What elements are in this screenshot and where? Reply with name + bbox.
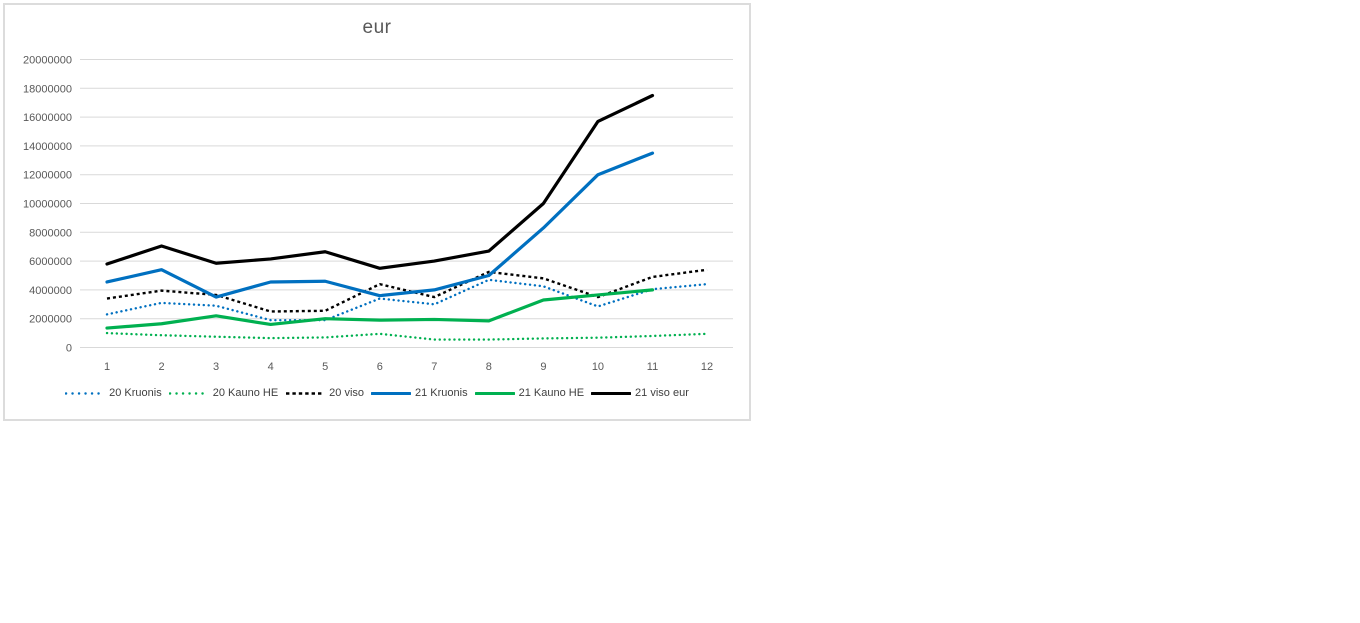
x-tick-label: 6 (377, 361, 383, 373)
legend-line-swatch-icon (286, 391, 325, 395)
chart[interactable]: eur 0 2000000 4000000 6000000 8000000 1000000… (3, 3, 751, 421)
x-tick-label: 7 (431, 361, 437, 373)
chart-title[interactable]: eur (362, 17, 392, 38)
x-tick-label: 10 (592, 361, 604, 373)
y-tick-label: 0 (66, 343, 72, 355)
legend-label: 21 Kruonis (415, 387, 468, 399)
legend-item-20-kauno-he[interactable]: 20 Kauno HE (168, 387, 279, 399)
y-tick-label: 8000000 (29, 227, 72, 239)
legend-item-21-kruonis[interactable]: 21 Kruonis (371, 387, 468, 399)
plot-area: 0200000040000006000000800000010000000120… (23, 55, 733, 373)
series-line-21-kruonis[interactable] (105, 151, 655, 299)
legend-label: 20 Kruonis (109, 387, 162, 399)
y-tick-label: 4000000 (29, 285, 72, 297)
y-tick-label: 18000000 (23, 83, 72, 95)
legend-item-21-viso-eur[interactable]: 21 viso eur (591, 387, 689, 399)
x-tick-label: 2 (158, 361, 164, 373)
x-tick-label: 5 (322, 361, 328, 373)
y-tick-label: 12000000 (23, 170, 72, 182)
y-tick-label: 16000000 (23, 112, 72, 124)
series-line-21-viso-eur[interactable] (105, 93, 655, 270)
series-line-20-viso[interactable] (106, 268, 708, 313)
x-tick-label: 8 (486, 361, 492, 373)
legend-line-swatch-icon (591, 391, 632, 395)
legend-label: 20 Kauno HE (212, 387, 279, 399)
series-line-21-kauno-he[interactable] (105, 288, 655, 330)
legend-item-20-viso[interactable]: 20 viso (285, 387, 364, 399)
legend-line-swatch-icon (474, 391, 515, 395)
chart-legend[interactable]: 20 Kruonis 20 Kauno HE 20 viso 21 Kruonis 21… (5, 387, 749, 399)
x-tick-label: 12 (701, 361, 713, 373)
x-axis-labels[interactable]: 1 2 3 4 5 6 7 8 9 10 11 12 (104, 361, 713, 373)
y-tick-label: 20000000 (23, 55, 72, 67)
y-tick-label: 6000000 (29, 256, 72, 268)
legend-label: 21 viso eur (635, 387, 689, 399)
legend-label: 20 viso (329, 387, 365, 399)
legend-item-21-kauno-he[interactable]: 21 Kauno HE (474, 387, 585, 399)
y-axis-labels[interactable]: 0 2000000 4000000 6000000 8000000 10000000 120… (23, 55, 72, 355)
x-tick-label: 11 (647, 361, 658, 373)
legend-line-swatch-icon (168, 391, 209, 395)
legend-label: 21 Kauno HE (518, 387, 585, 399)
series-line-20-kauno-he[interactable] (105, 331, 709, 341)
y-tick-label: 2000000 (29, 314, 72, 326)
x-tick-label: 4 (268, 361, 274, 373)
y-tick-label: 14000000 (23, 141, 72, 153)
x-tick-label: 3 (213, 361, 219, 373)
y-tick-label: 10000000 (23, 199, 72, 211)
legend-line-swatch-icon (371, 391, 412, 395)
legend-item-20-kruonis[interactable]: 20 Kruonis (65, 387, 162, 399)
x-tick-label: 9 (540, 361, 546, 373)
x-tick-label: 1 (104, 361, 110, 373)
legend-line-swatch-icon (65, 391, 106, 395)
gridlines (80, 59, 733, 348)
